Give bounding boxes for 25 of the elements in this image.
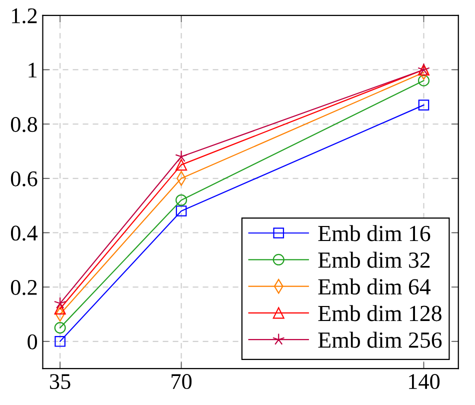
- x-tick-label: 140: [409, 374, 440, 390]
- x-tick-label: 70: [172, 374, 192, 390]
- y-tick-label: 0.8: [10, 116, 38, 132]
- legend-label: Emb dim 128: [318, 305, 442, 322]
- point: [176, 206, 187, 216]
- point: [175, 150, 188, 162]
- legend-label: Emb dim 256: [318, 332, 442, 348]
- y-tick-label: 0: [28, 334, 38, 350]
- legend-label: Emb dim 16: [318, 225, 430, 242]
- y-tick-label: 0.2: [10, 280, 37, 296]
- point: [418, 74, 430, 86]
- point: [176, 159, 188, 171]
- point: [176, 194, 188, 206]
- y-tick-label: 1.2: [12, 8, 37, 24]
- point: [54, 336, 66, 347]
- point: [54, 322, 66, 334]
- point: [54, 296, 66, 309]
- legend-label: Emb dim 32: [318, 252, 430, 268]
- y-tick-label: 1: [28, 62, 37, 78]
- y-tick-label: 0.6: [10, 171, 38, 186]
- legend-label: Emb dim 64: [318, 278, 431, 295]
- y-tick-label: 0.4: [10, 226, 38, 241]
- x-tick-label: 35: [50, 374, 70, 390]
- point: [418, 100, 430, 110]
- point: [54, 303, 66, 315]
